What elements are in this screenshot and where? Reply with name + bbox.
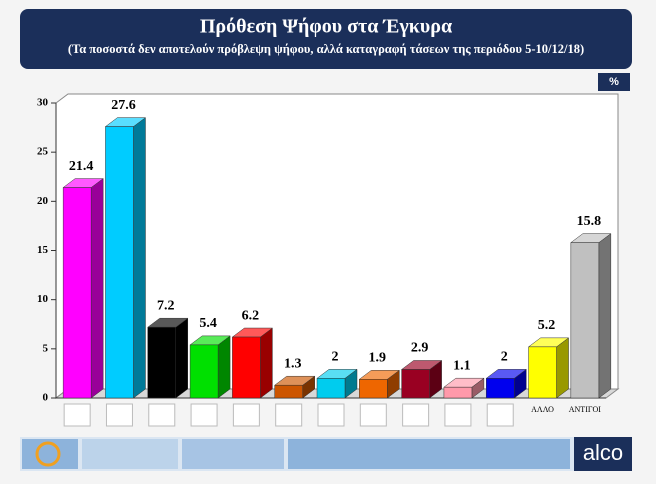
bar <box>105 126 134 399</box>
party-logo <box>190 403 218 427</box>
y-tick-label: 15 <box>37 244 49 256</box>
value-label: 1.1 <box>453 358 471 373</box>
header <box>20 9 632 69</box>
y-tick-label: 5 <box>43 342 49 354</box>
party-logo <box>402 403 430 427</box>
party-logo <box>317 403 345 427</box>
chart-title: Πρόθεση Ψήφου στα Έγκυρα <box>200 16 452 38</box>
x-tick-label: ΑΝΤΙΓΟΙ <box>569 405 602 414</box>
bar-side <box>90 178 104 399</box>
y-tick-label: 30 <box>37 97 49 109</box>
footer-segment <box>288 439 570 469</box>
bar-side <box>260 327 273 399</box>
bar <box>528 346 557 399</box>
bar <box>232 336 261 399</box>
bar <box>316 378 346 399</box>
value-label: 21.4 <box>69 159 94 174</box>
bar <box>443 386 473 399</box>
party-logo <box>105 403 133 427</box>
party-logo <box>359 403 387 427</box>
footer-logo <box>35 441 61 467</box>
unit-label: % <box>609 76 619 88</box>
bar <box>274 384 303 399</box>
y-tick-label: 20 <box>37 195 49 207</box>
value-label: 1.3 <box>284 356 302 371</box>
bar-side <box>556 337 569 399</box>
y-tick-label: 10 <box>37 293 49 305</box>
value-label: 2 <box>332 350 339 365</box>
value-label: 27.6 <box>111 98 136 113</box>
y-tick-label: 25 <box>37 146 49 158</box>
bar-side <box>217 335 231 399</box>
bar <box>401 369 430 399</box>
bar <box>62 187 92 399</box>
party-logo <box>275 403 303 427</box>
bar-side <box>175 317 189 399</box>
value-label: 2 <box>501 350 508 365</box>
bar-side <box>133 117 146 399</box>
bar <box>147 326 177 399</box>
bar-side <box>598 233 612 399</box>
party-logo <box>486 403 514 427</box>
party-logo <box>63 403 91 427</box>
value-label: 15.8 <box>577 214 602 229</box>
chart-subtitle: (Τα ποσοστά δεν αποτελούν πρόβλεψη ψήφου… <box>68 42 584 56</box>
footer-segment <box>182 439 284 469</box>
value-label: 1.9 <box>369 351 387 366</box>
value-label: 6.2 <box>242 308 260 323</box>
bar <box>189 344 219 399</box>
brand-logo: alco <box>583 440 623 465</box>
bar <box>359 379 388 399</box>
footer-segment <box>82 439 178 469</box>
bar <box>570 242 600 399</box>
value-label: 5.2 <box>538 318 556 333</box>
unit-badge <box>598 73 630 91</box>
brand-box <box>574 437 632 471</box>
value-label: 7.2 <box>157 298 175 313</box>
party-logo <box>232 403 260 427</box>
y-tick-label: 0 <box>43 392 49 404</box>
x-tick-label: ΑΛΛΟ <box>531 405 554 414</box>
party-logo <box>148 403 176 427</box>
party-logo <box>444 403 472 427</box>
bar <box>485 378 515 399</box>
value-label: 5.4 <box>199 316 217 331</box>
value-label: 2.9 <box>411 341 429 356</box>
